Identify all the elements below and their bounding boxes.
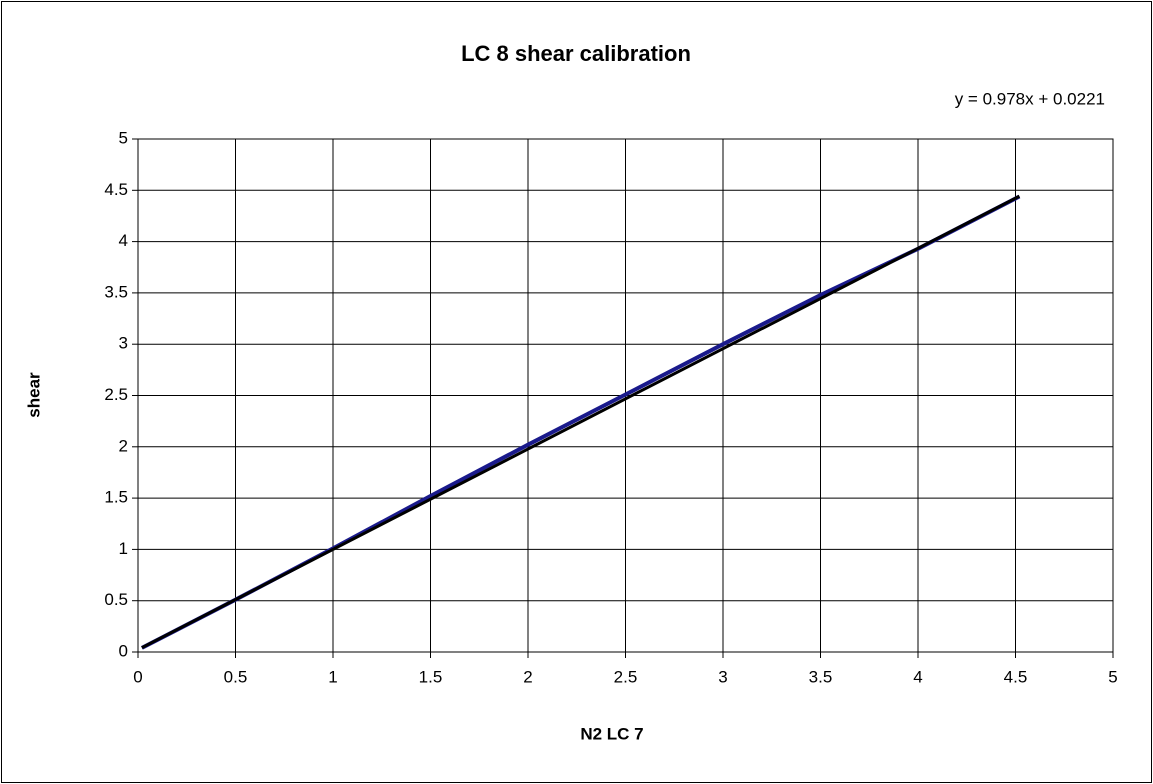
y-tick-label: 3.5 — [104, 282, 128, 301]
y-tick-label: 0 — [119, 641, 128, 660]
trendline-equation: y = 0.978x + 0.0221 — [955, 89, 1105, 108]
y-tick-label: 0.5 — [104, 590, 128, 609]
x-axis-label: N2 LC 7 — [580, 724, 643, 743]
y-tick-label: 4 — [119, 231, 128, 250]
y-tick-label: 4.5 — [104, 180, 128, 199]
x-tick-label: 2 — [523, 667, 532, 686]
x-tick-label: 3.5 — [809, 667, 833, 686]
x-tick-label: 1 — [328, 667, 337, 686]
x-tick-label: 4.5 — [1004, 667, 1028, 686]
x-tick-label: 1.5 — [419, 667, 443, 686]
y-tick-label: 1 — [119, 539, 128, 558]
x-tick-label: 0 — [133, 667, 142, 686]
x-tick-label: 3 — [718, 667, 727, 686]
chart-title: LC 8 shear calibration — [461, 41, 691, 66]
y-axis-label: shear — [24, 372, 43, 418]
x-tick-label: 4 — [913, 667, 922, 686]
x-tick-label: 2.5 — [614, 667, 638, 686]
y-tick-label: 5 — [119, 128, 128, 147]
plot-area — [137, 138, 1114, 653]
x-tick-label: 5 — [1108, 667, 1117, 686]
y-tick-label: 1.5 — [104, 488, 128, 507]
x-tick-label: 0.5 — [224, 667, 248, 686]
y-tick-label: 2 — [119, 436, 128, 455]
trendline — [141, 194, 1021, 650]
y-tick-label: 3 — [119, 334, 128, 353]
y-tick-label: 2.5 — [104, 385, 128, 404]
